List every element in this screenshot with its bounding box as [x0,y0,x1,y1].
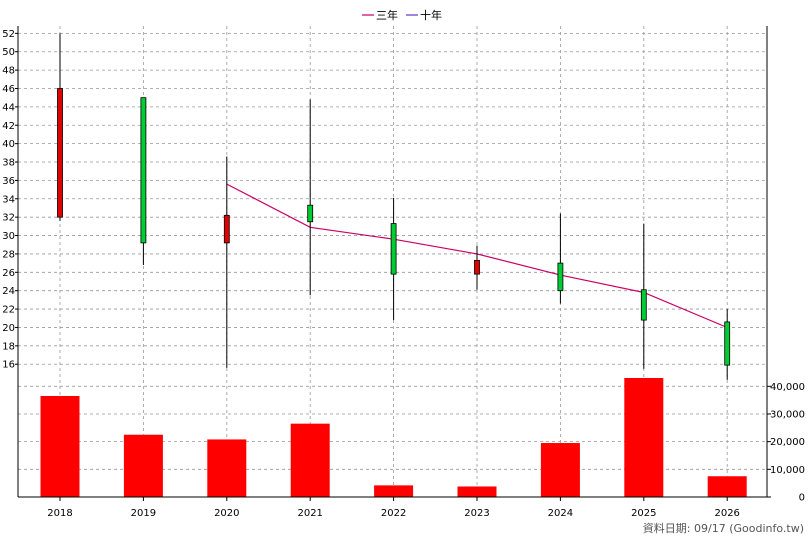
candle-body [557,262,564,292]
candle-body [724,321,731,366]
volume-bar [207,439,247,497]
price-tick-label: 22 [2,305,15,316]
x-tick-label: 2018 [47,508,72,519]
volume-tick-label: 0 [799,493,805,504]
legend: 三年 十年 [362,8,442,22]
price-tick-label: 46 [2,84,15,95]
price-tick-label: 40 [2,139,15,150]
volume-bar [374,485,414,497]
x-tick-label: 2026 [714,508,739,519]
volume-bar [624,378,664,497]
price-tick-label: 32 [2,213,15,224]
price-y-axis: 16 18 20 22 24 26 28 30 32 34 36 38 40 42 44 46 48 50 52 [2,29,15,371]
volume-bar [707,476,747,497]
candle-body [140,97,147,244]
price-tick-label: 26 [2,268,15,279]
x-tick-label: 2025 [631,508,656,519]
volume-bars [40,378,747,497]
candle-body [57,88,63,218]
volume-panel: 0 10,000 20,000 30,000 40,000 [18,378,805,504]
price-tick-label: 44 [2,102,15,113]
legend-label-three-year: 三年 [376,8,398,22]
price-tick-label: 42 [2,121,15,132]
price-panel: 16 18 20 22 24 26 28 30 32 34 36 38 40 42 44 46 48 50 52 [2,26,767,497]
volume-y-axis: 0 10,000 20,000 30,000 40,000 [770,382,805,504]
x-tick-label: 2021 [297,508,322,519]
price-tick-label: 20 [2,323,15,334]
x-tick-label: 2019 [131,508,156,519]
volume-tick-label: 10,000 [770,465,805,476]
volume-bar [123,434,163,497]
price-tick-label: 50 [2,47,15,58]
price-tick-label: 38 [2,158,15,169]
price-tick-label: 34 [2,194,15,205]
price-tick-label: 28 [2,249,15,260]
volume-bar [457,486,497,497]
volume-tick-label: 20,000 [770,437,805,448]
x-tick-label: 2023 [464,508,489,519]
volume-bar [40,395,80,497]
price-tick-label: 52 [2,29,15,40]
candle-body [390,223,397,275]
price-tick-label: 30 [2,231,15,242]
volume-bar [540,443,580,497]
volume-tick-label: 40,000 [770,382,805,393]
candle-body [640,289,647,321]
data-date-footer: 資料日期: 09/17 (Goodinfo.tw) [643,521,804,535]
price-tick-label: 48 [2,66,15,77]
volume-tick-label: 30,000 [770,409,805,420]
candle-body [307,204,314,223]
candles [57,33,731,380]
candle-body [223,214,230,244]
legend-label-ten-year: 十年 [420,8,442,22]
x-axis: 2018 2019 2020 2021 2022 2023 2024 2025 2026 [15,26,771,519]
price-tick-label: 36 [2,176,15,187]
price-tick-label: 24 [2,286,15,297]
price-tick-label: 16 [2,360,15,371]
price-tick-label: 18 [2,341,15,352]
x-tick-label: 2024 [548,508,573,519]
x-tick-label: 2022 [381,508,406,519]
volume-bar [290,423,330,497]
x-tick-label: 2020 [214,508,239,519]
candle-body [474,259,480,275]
